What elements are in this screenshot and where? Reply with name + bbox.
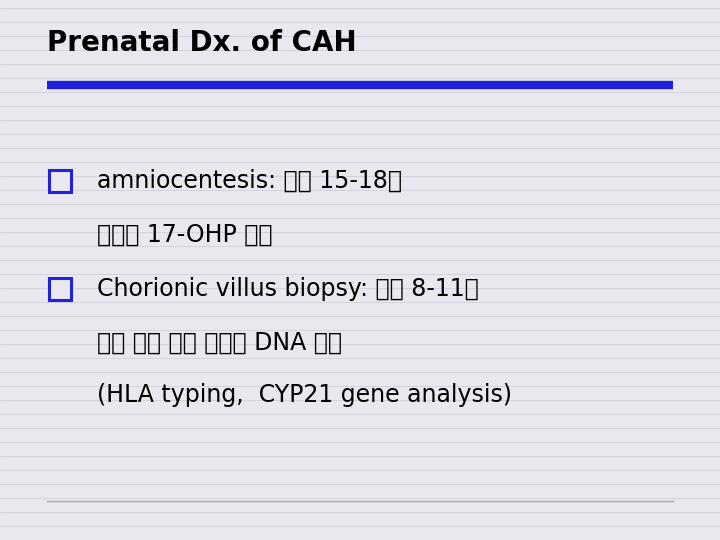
Text: 융모 조직 배양 세포의 DNA 분석: 융모 조직 배양 세포의 DNA 분석 <box>97 331 342 355</box>
FancyBboxPatch shape <box>49 278 71 300</box>
FancyBboxPatch shape <box>49 170 71 192</box>
Text: 양수의 17-OHP 측정: 양수의 17-OHP 측정 <box>97 223 273 247</box>
Text: (HLA typing,  CYP21 gene analysis): (HLA typing, CYP21 gene analysis) <box>97 383 512 407</box>
Text: Chorionic villus biopsy: 임신 8-11주: Chorionic villus biopsy: 임신 8-11주 <box>97 277 479 301</box>
Text: Prenatal Dx. of CAH: Prenatal Dx. of CAH <box>47 29 356 57</box>
Text: amniocentesis: 임신 15-18주: amniocentesis: 임신 15-18주 <box>97 169 402 193</box>
